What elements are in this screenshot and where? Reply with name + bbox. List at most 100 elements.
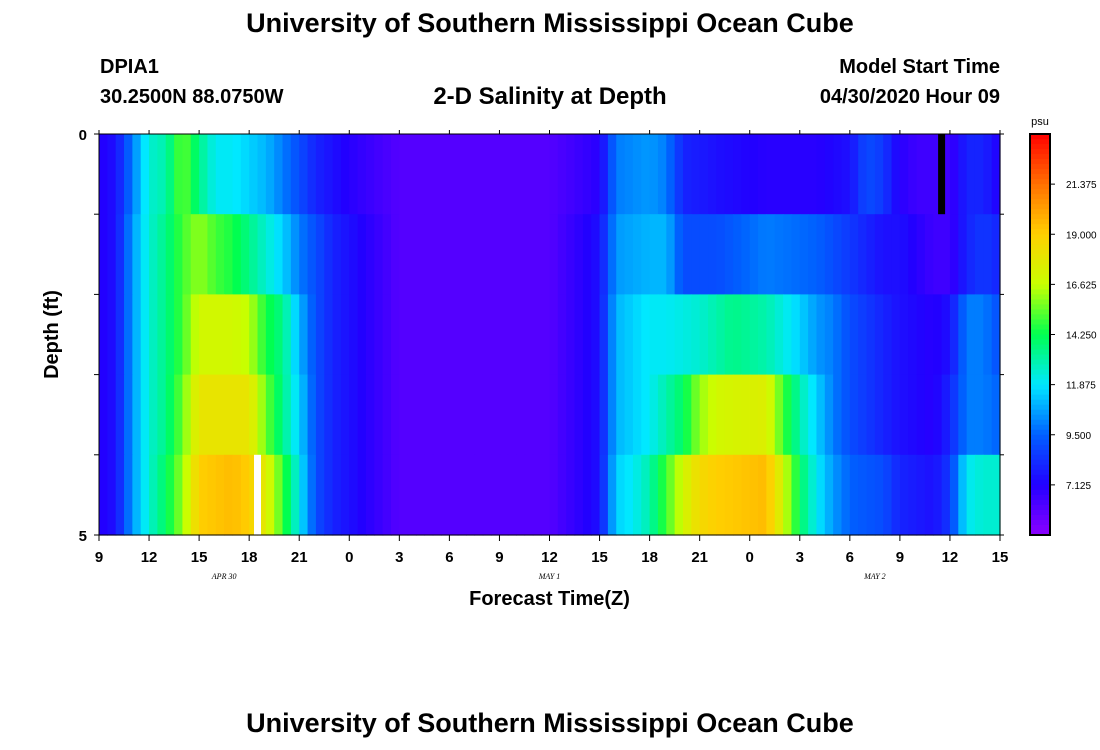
- heatmap-cell: [724, 374, 734, 456]
- heatmap-cell: [674, 294, 684, 376]
- heatmap-cell: [816, 374, 826, 456]
- masked-cell: [938, 134, 946, 215]
- heatmap-cell: [482, 454, 492, 536]
- colorbar-segment: [1030, 504, 1050, 511]
- heatmap-cell: [599, 294, 609, 376]
- heatmap-cell: [299, 454, 309, 536]
- colorbar-segment: [1030, 359, 1050, 366]
- x-tick-label: 12: [942, 549, 959, 566]
- heatmap-cell: [324, 134, 334, 215]
- heatmap-cell: [958, 454, 968, 536]
- heatmap-cell: [891, 374, 901, 456]
- colorbar-tick-label: 9.500: [1066, 431, 1091, 442]
- heatmap-cell: [974, 374, 984, 456]
- heatmap-cell: [424, 134, 434, 215]
- heatmap-cell: [641, 294, 651, 376]
- heatmap-cell: [532, 214, 542, 295]
- x-tick-label: 6: [445, 549, 453, 566]
- heatmap-cell: [416, 454, 425, 536]
- heatmap-cell: [899, 214, 909, 295]
- heatmap-cell: [607, 374, 617, 456]
- colorbar-segment: [1030, 264, 1050, 270]
- heatmap-cell: [107, 294, 117, 376]
- heatmap-cell: [541, 374, 551, 456]
- heatmap-cell: [657, 134, 667, 215]
- colorbar-segment: [1030, 174, 1050, 180]
- colorbar-segment: [1030, 339, 1050, 346]
- heatmap-cell: [340, 294, 350, 376]
- heatmap-cell: [474, 134, 484, 215]
- heatmap-cell: [682, 214, 692, 295]
- masked-cell: [254, 454, 262, 535]
- heatmap-cell: [249, 214, 259, 295]
- heatmap-cell: [124, 134, 133, 215]
- heatmap-cell: [724, 454, 734, 536]
- heatmap-cell: [499, 454, 509, 536]
- heatmap-cell: [315, 374, 325, 456]
- heatmap-cell: [632, 294, 642, 376]
- heatmap-cell: [132, 454, 142, 536]
- heatmap-cell: [733, 214, 742, 295]
- heatmap-cell: [716, 374, 726, 456]
- heatmap-cell: [466, 454, 476, 536]
- colorbar-segment: [1030, 354, 1050, 361]
- heatmap-cell: [232, 294, 242, 376]
- heatmap-cell: [407, 374, 417, 456]
- heatmap-cell: [265, 134, 275, 215]
- heatmap-cell: [941, 214, 951, 295]
- heatmap-cell: [616, 454, 626, 536]
- heatmap-cell: [808, 214, 818, 295]
- heatmap-cell: [808, 374, 818, 456]
- heatmap-cell: [399, 134, 409, 215]
- colorbar-segment: [1030, 479, 1050, 486]
- heatmap-cell: [841, 454, 851, 536]
- heatmap-cell: [457, 454, 467, 536]
- heatmap-cell: [666, 454, 676, 536]
- heatmap-cell: [382, 134, 392, 215]
- heatmap-cell: [507, 214, 517, 295]
- heatmap-cell: [349, 214, 359, 295]
- heatmap-cell: [199, 134, 209, 215]
- heatmap-cell: [916, 454, 926, 536]
- heatmap-cell: [749, 134, 759, 215]
- heatmap-cell: [441, 374, 450, 456]
- heatmap-cell: [174, 134, 184, 215]
- colorbar-segment: [1030, 399, 1050, 406]
- heatmap-cell: [557, 294, 567, 376]
- heatmap-cell: [424, 374, 434, 456]
- heatmap-cell: [157, 374, 167, 456]
- heatmap-cell: [649, 294, 659, 376]
- heatmap-cell: [524, 374, 534, 456]
- colorbar-segment: [1030, 269, 1050, 275]
- heatmap-cell: [449, 374, 459, 456]
- heatmap-cell: [883, 294, 893, 376]
- heatmap-cell: [966, 374, 976, 456]
- heatmap-cell: [549, 134, 559, 215]
- heatmap-cell: [482, 374, 492, 456]
- heatmap-cell: [474, 294, 484, 376]
- heatmap-cell: [457, 134, 467, 215]
- heatmap-cell: [716, 214, 726, 295]
- footer-title: University of Southern Mississippi Ocean…: [246, 708, 854, 738]
- heatmap-cell: [691, 134, 701, 215]
- heatmap-cell: [399, 374, 409, 456]
- heatmap-cell: [924, 214, 934, 295]
- heatmap-cell: [891, 294, 901, 376]
- heatmap-cell: [849, 454, 859, 536]
- heatmap-cell: [724, 294, 734, 376]
- heatmap-cell: [699, 294, 709, 376]
- heatmap-cell: [524, 454, 534, 536]
- heatmap-cell: [632, 454, 642, 536]
- heatmap-cell: [224, 134, 234, 215]
- heatmap-cell: [207, 374, 217, 456]
- heatmap-cell: [549, 294, 559, 376]
- heatmap-cell: [307, 374, 317, 456]
- heatmap-cell: [708, 134, 717, 215]
- heatmap-cell: [374, 214, 384, 295]
- heatmap-cell: [174, 294, 184, 376]
- heatmap-cell: [157, 134, 167, 215]
- heatmap-cell: [199, 214, 209, 295]
- heatmap-cell: [132, 214, 142, 295]
- heatmap-cell: [724, 134, 734, 215]
- heatmap-cell: [524, 134, 534, 215]
